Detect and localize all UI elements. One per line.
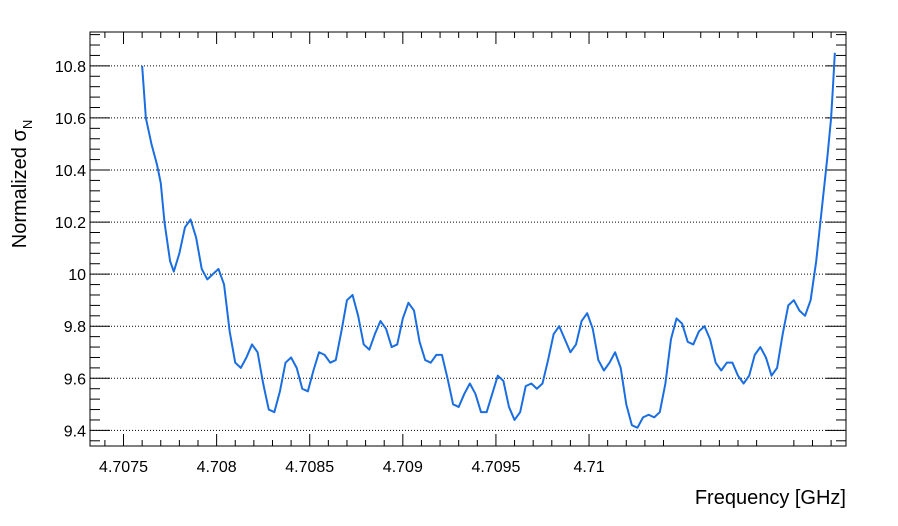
grid-lines	[90, 65, 846, 431]
y-tick-label: 9.8	[64, 319, 86, 336]
x-tick-label: 4.7085	[285, 459, 334, 476]
y-tick-label: 10.2	[55, 215, 86, 232]
y-tick-label: 10.4	[55, 163, 86, 180]
y-tick-label: 9.6	[64, 371, 86, 388]
axis-ticks	[90, 32, 846, 446]
x-tick-label: 4.71	[573, 459, 604, 476]
y-tick-label: 9.4	[64, 423, 86, 440]
y-axis-title: Normalized σN	[9, 120, 35, 248]
x-tick-label: 4.7075	[99, 459, 148, 476]
y-tick-label: 10.8	[55, 59, 86, 76]
y-tick-label: 10	[68, 267, 86, 284]
y-axis-title-main: Normalized σ	[9, 129, 31, 249]
series-line	[141, 52, 836, 429]
y-axis-title-sub: N	[20, 120, 35, 129]
tick-labels: 9.4 9.6 9.8 10 10.2 10.4 10.6 10.8 4.7075 4.708 4.…	[55, 59, 605, 476]
x-tick-label: 4.708	[197, 459, 237, 476]
y-tick-label: 10.6	[55, 111, 86, 128]
plot-frame	[89, 31, 847, 447]
svg-text:Normalized σN: Normalized σN	[9, 120, 35, 248]
x-tick-label: 4.709	[383, 459, 423, 476]
x-tick-label: 4.7095	[471, 459, 520, 476]
x-axis-title: Frequency [GHz]	[695, 487, 846, 509]
